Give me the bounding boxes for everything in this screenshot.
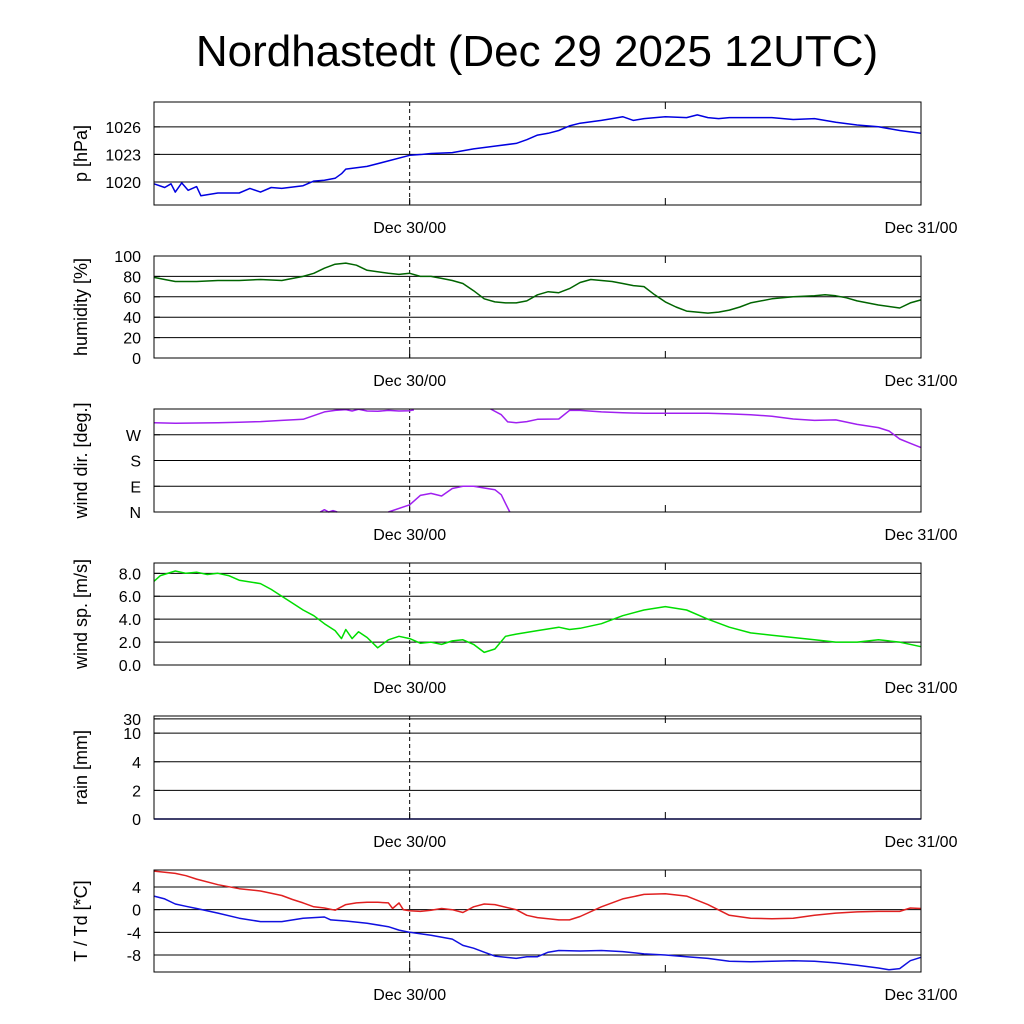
ytick-label: 0 <box>132 903 141 920</box>
xtick-label: Dec 30/00 <box>373 987 446 1004</box>
xtick-label: Dec 31/00 <box>885 834 958 851</box>
ytick-label: 6.0 <box>119 589 141 606</box>
ytick-label: 60 <box>123 290 141 307</box>
ytick-label: N <box>129 505 141 522</box>
ytick-label: 4.0 <box>119 612 141 629</box>
panel-humidity: 0 20 40 60 80 100 Dec 30/00 Dec 31/00 humidity [… <box>71 249 958 390</box>
ytick-label: 100 <box>114 249 141 266</box>
ytick-label: 30 <box>123 712 141 729</box>
ylabel-wind_speed: wind sp. [m/s] <box>71 559 91 670</box>
ytick-label: 2.0 <box>119 635 141 652</box>
xtick-label: Dec 31/00 <box>885 373 958 390</box>
xtick-label: Dec 30/00 <box>373 220 446 237</box>
ytick-label: 80 <box>123 269 141 286</box>
series-speed <box>153 570 922 654</box>
xtick-label: Dec 31/00 <box>885 527 958 544</box>
series-T <box>153 870 922 921</box>
panel-frame <box>153 869 922 973</box>
panel-pressure: 1020 1023 1026 Dec 30/00 Dec 31/00 p [hPa] <box>71 101 958 237</box>
panel-wind_speed: 0.0 2.0 4.0 6.0 8.0 Dec 30/00 Dec 31/00 wind sp… <box>71 559 958 697</box>
ytick-label: 0 <box>132 812 141 829</box>
ylabel-pressure: p [hPa] <box>71 125 91 182</box>
series-dir-seg1 <box>153 408 415 425</box>
ytick-label: 1026 <box>105 120 141 137</box>
ytick-label: 4 <box>132 880 141 897</box>
ytick-label: 4 <box>132 755 141 772</box>
ytick-label: 8.0 <box>119 566 141 583</box>
ytick-label: 1023 <box>105 147 141 164</box>
ytick-label: 40 <box>123 310 141 327</box>
ytick-label: 0.0 <box>119 658 141 675</box>
ytick-label: 0 <box>132 351 141 368</box>
xtick-label: Dec 31/00 <box>885 987 958 1004</box>
ytick-label: 10 <box>123 726 141 743</box>
series-dir-seg3 <box>388 485 511 513</box>
xtick-label: Dec 31/00 <box>885 680 958 697</box>
ylabel-humidity: humidity [%] <box>71 258 91 356</box>
ytick-label: 2 <box>132 783 141 800</box>
series-p <box>153 114 922 197</box>
ytick-label: S <box>130 454 141 471</box>
panel-frame <box>153 562 922 666</box>
ytick-label: W <box>126 428 142 445</box>
ytick-label: -8 <box>127 948 141 965</box>
series-Td <box>153 895 922 971</box>
panel-temperature: -8 -4 0 4 Dec 30/00 Dec 31/00 T / Td [*C] <box>71 869 958 1004</box>
xtick-label: Dec 30/00 <box>373 527 446 544</box>
ylabel-rain: rain [mm] <box>71 730 91 805</box>
panel-frame <box>153 101 922 206</box>
ylabel-wind_direction: wind dir. [deg.] <box>71 402 91 519</box>
series-humidity <box>153 262 922 314</box>
xtick-label: Dec 30/00 <box>373 373 446 390</box>
xtick-label: Dec 30/00 <box>373 680 446 697</box>
chart-title: Nordhastedt (Dec 29 2025 12UTC) <box>196 27 878 76</box>
ytick-label: E <box>130 479 141 496</box>
ytick-label: -4 <box>127 925 141 942</box>
panel-frame <box>153 715 922 820</box>
ytick-label: 20 <box>123 331 141 348</box>
series-dir-seg4 <box>490 408 922 449</box>
panel-frame <box>153 408 922 513</box>
xtick-label: Dec 31/00 <box>885 220 958 237</box>
ylabel-temperature: T / Td [*C] <box>71 880 91 961</box>
xtick-label: Dec 30/00 <box>373 834 446 851</box>
panel-frame <box>153 255 922 359</box>
ytick-label: 1020 <box>105 175 141 192</box>
